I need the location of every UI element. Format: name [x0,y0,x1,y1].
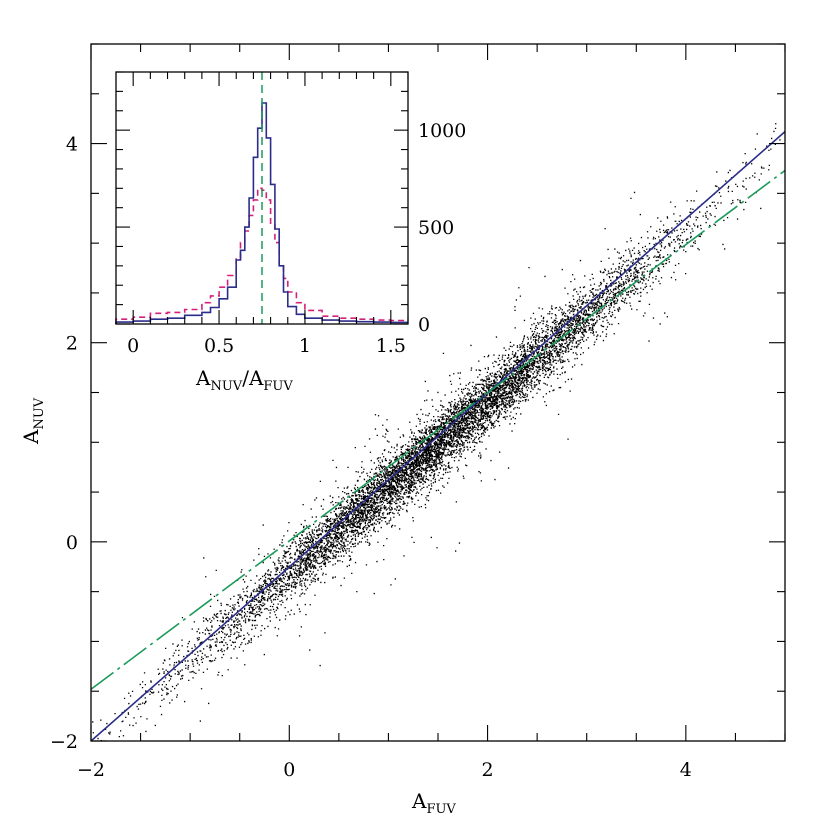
x-tick-label: 4 [680,759,692,781]
fit-line-dashed [90,169,786,690]
x-tick-label: 2 [482,759,494,781]
fit-lines [90,131,786,742]
inset-x-tick-label: 0.5 [204,335,234,357]
y-tick-label: −2 [50,731,78,753]
y-tick-label: 2 [66,333,78,355]
main-ticks [90,43,786,742]
main-scatter-panel: −2 0 2 4 −2 0 2 4 AFUV ANUV [19,43,786,817]
inset-x-tick-label: 1 [299,335,311,357]
inset-y-tick-label: 0 [418,314,430,336]
x-axis-label: AFUV [411,789,456,817]
inset-x-tick-label: 1.5 [376,335,406,357]
inset-plot-frame [115,71,409,325]
main-tick-labels: −2 0 2 4 −2 0 2 4 [50,134,692,781]
x-tick-label: −2 [77,759,105,781]
inset-x-axis-label: ANUV/AFUV [195,366,293,394]
inset-histogram-panel: 0 0.5 1 1.5 0 500 1000 ANUV/AFUV [115,71,466,394]
x-tick-label: 0 [283,759,295,781]
inset-x-tick-label: 0 [127,335,139,357]
y-axis-label: ANUV [19,397,47,445]
inset-ticks [116,71,409,325]
inset-tick-labels: 0 0.5 1 1.5 0 500 1000 [127,120,466,357]
inset-y-tick-label: 1000 [418,120,466,142]
histogram-dashed [115,187,408,324]
y-tick-label: 4 [66,134,78,156]
inset-y-tick-label: 500 [418,217,454,239]
fit-line-solid [90,131,786,742]
y-tick-label: 0 [66,532,78,554]
